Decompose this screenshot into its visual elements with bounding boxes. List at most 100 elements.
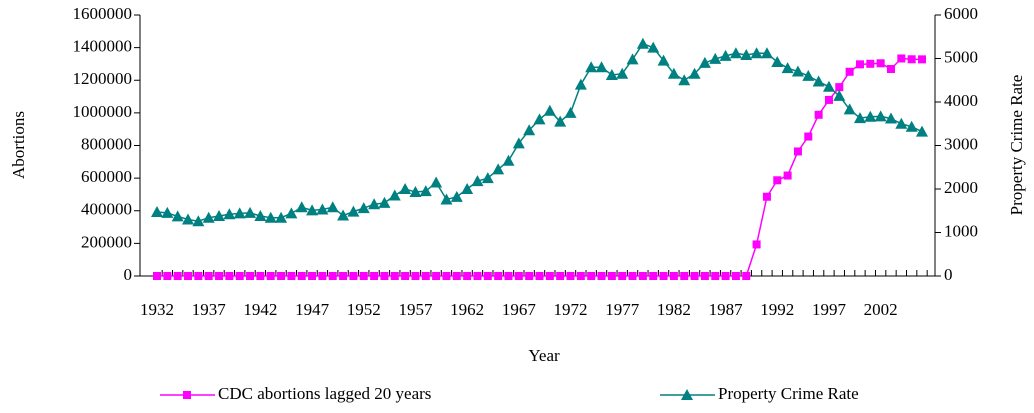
data-point [802,69,815,81]
data-point [688,67,701,79]
data-point [421,272,430,280]
data-point [719,49,732,61]
data-point [399,183,412,194]
data-point [173,272,182,280]
data-point [884,112,897,124]
data-point [771,55,784,67]
data-point [835,83,844,92]
data-point [607,272,616,280]
legend-label: CDC abortions lagged 20 years [218,384,431,403]
x-tick-label: 2002 [864,300,898,319]
data-point [824,95,833,104]
data-point [233,207,246,219]
y-tick-label: 1000000 [73,102,133,121]
data-point [246,272,255,280]
data-point [690,272,699,280]
data-point [616,67,629,79]
data-point [347,205,360,217]
data-point [866,59,875,68]
data-point [266,272,275,280]
data-point [171,210,184,222]
data-point [409,186,422,198]
x-tick-label: 1947 [295,300,330,319]
data-point [636,37,649,49]
data-point [326,201,339,213]
data-point [440,193,453,205]
x-tick-label: 1992 [760,300,794,319]
y-tick-label: 600000 [81,167,132,186]
data-point [471,175,484,187]
data-point [543,104,556,116]
data-point [184,272,193,280]
data-point [419,185,432,197]
data-point [576,272,585,280]
data-point [297,272,306,280]
data-point [378,196,391,208]
data-point [512,137,525,149]
data-point [649,272,658,280]
data-point [907,55,916,64]
data-point [388,189,401,201]
data-point [721,272,730,280]
x-tick-label: 1997 [812,300,847,319]
data-point [742,272,751,280]
data-point [275,211,288,223]
y-tick-label: 0 [124,265,133,284]
data-point [318,272,327,280]
data-point [223,208,236,220]
data-point [814,110,823,119]
data-point [812,75,825,87]
data-point [791,65,804,77]
series-line [156,42,923,222]
data-point [202,211,215,223]
data-point [554,115,567,127]
data-point [494,272,503,280]
data-point [638,272,647,280]
data-point [667,67,680,79]
data-point [380,272,389,280]
data-point [153,272,161,280]
data-point [781,62,794,74]
data-point [793,147,802,156]
x-tick-label: 1977 [605,300,640,319]
y-axis-label: Abortions [9,111,28,179]
data-point [213,209,226,221]
data-point [773,176,782,185]
y2-tick-label: 3000 [944,134,978,153]
data-point [349,272,358,280]
data-point [587,272,596,280]
data-point [523,124,536,136]
data-point [886,64,895,73]
data-point [192,215,205,227]
y-tick-label: 1400000 [73,37,133,56]
y2-tick-label: 1000 [944,221,978,240]
data-point [442,272,451,280]
data-point [411,272,420,280]
data-point [700,272,709,280]
data-point [628,272,637,280]
data-point [566,272,575,280]
data-point [390,272,399,280]
data-point [740,49,753,61]
y2-tick-label: 4000 [944,91,978,110]
data-point [308,272,317,280]
data-point [161,206,174,218]
data-point [277,272,286,280]
data-point [357,202,370,214]
x-tick-label: 1962 [450,300,484,319]
data-point [657,54,670,66]
data-point [678,74,691,86]
x-tick-label: 1932 [140,300,174,319]
y-tick-label: 1600000 [73,4,133,23]
data-point [804,132,813,141]
data-point [244,206,257,218]
data-point [762,192,771,201]
data-point [316,203,329,215]
data-point [514,272,523,280]
data-point [287,272,296,280]
data-point [680,272,689,280]
data-point [483,272,492,280]
data-point [618,272,627,280]
data-point [574,78,587,90]
data-point [760,47,773,59]
